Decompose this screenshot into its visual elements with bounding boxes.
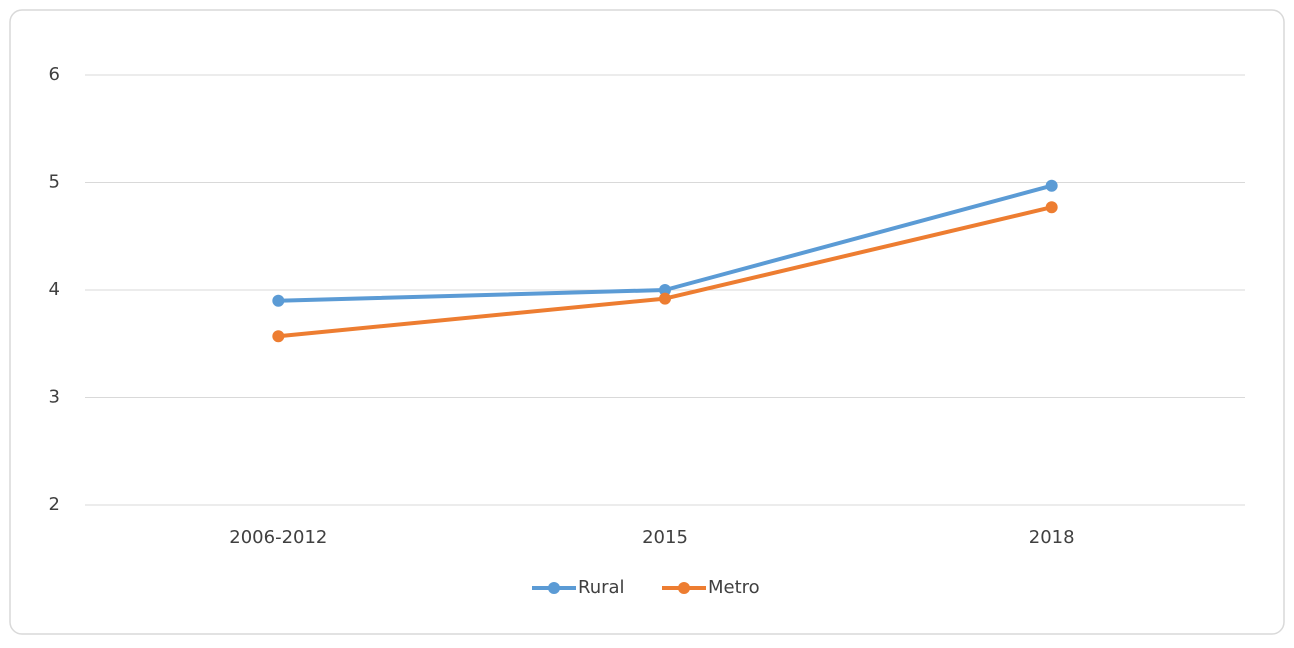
x-tick-label: 2015 — [642, 527, 688, 548]
legend-marker — [548, 582, 560, 594]
legend-marker — [678, 582, 690, 594]
data-point — [1045, 179, 1058, 192]
card — [9, 9, 1285, 635]
y-tick-label: 6 — [49, 64, 60, 85]
y-tick-label: 5 — [49, 172, 60, 193]
data-point — [1045, 201, 1058, 214]
data-point — [272, 330, 285, 343]
x-tick-label: 2006-2012 — [229, 527, 327, 548]
legend-label: Rural — [578, 577, 625, 598]
y-tick-label: 2 — [49, 494, 60, 515]
data-point — [659, 284, 671, 296]
data-point — [272, 294, 285, 307]
y-tick-label: 3 — [49, 387, 60, 408]
data-point — [659, 292, 671, 305]
legend-label: Metro — [708, 577, 760, 598]
y-tick-label: 4 — [49, 279, 60, 300]
x-tick-label: 2018 — [1029, 527, 1075, 548]
